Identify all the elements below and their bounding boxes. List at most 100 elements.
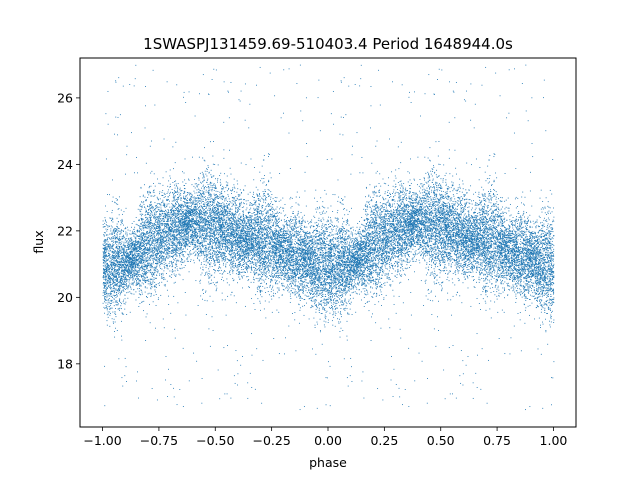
data-point: [343, 292, 345, 294]
data-point: [478, 240, 480, 242]
data-point: [274, 267, 276, 269]
data-point: [196, 189, 198, 191]
data-point: [314, 229, 316, 231]
data-point: [397, 222, 399, 224]
data-point: [301, 266, 303, 268]
data-point: [452, 194, 454, 196]
data-point: [377, 214, 379, 216]
data-point: [441, 213, 443, 215]
data-point: [400, 195, 402, 197]
data-point: [399, 282, 401, 284]
data-point: [291, 255, 293, 256]
data-point: [321, 266, 323, 268]
data-point: [161, 209, 163, 211]
data-point: [193, 199, 195, 201]
data-point: [112, 321, 114, 323]
data-point: [538, 273, 540, 275]
data-point: [235, 209, 237, 211]
data-point: [397, 243, 399, 245]
data-point: [242, 219, 244, 221]
data-point: [378, 279, 379, 281]
data-point: [297, 235, 299, 236]
data-point: [235, 350, 237, 352]
data-point: [439, 241, 441, 243]
data-point: [354, 248, 356, 250]
data-point: [458, 230, 460, 231]
data-point: [317, 270, 319, 272]
data-point: [272, 216, 274, 218]
data-point: [508, 210, 510, 212]
data-point: [131, 277, 133, 279]
data-point: [462, 259, 463, 261]
data-point: [540, 291, 542, 292]
data-point: [483, 255, 485, 256]
data-point: [153, 191, 155, 193]
data-point: [149, 283, 151, 284]
data-point: [172, 223, 174, 225]
data-point: [485, 228, 486, 230]
data-point: [483, 261, 485, 263]
data-point: [116, 256, 118, 258]
data-point: [392, 249, 394, 251]
data-point: [473, 251, 475, 253]
data-point: [430, 218, 432, 220]
data-point: [105, 205, 106, 207]
data-point: [521, 217, 523, 219]
data-point: [142, 242, 144, 244]
data-point: [536, 254, 538, 256]
data-point: [144, 287, 146, 289]
data-point: [205, 291, 206, 293]
data-point: [442, 178, 444, 180]
data-point: [505, 258, 507, 260]
data-point: [340, 307, 342, 309]
data-point: [547, 213, 549, 215]
data-point: [424, 236, 426, 238]
data-point: [219, 181, 221, 183]
data-point: [250, 226, 252, 228]
data-point: [402, 216, 404, 218]
data-point: [268, 235, 269, 237]
data-point: [261, 197, 263, 199]
data-point: [290, 264, 292, 266]
data-point: [203, 211, 204, 213]
data-point: [185, 220, 187, 222]
data-point: [420, 280, 422, 282]
data-point: [257, 261, 259, 263]
data-point: [426, 200, 427, 202]
data-point: [225, 239, 227, 241]
data-point: [297, 240, 299, 242]
data-point: [540, 269, 542, 271]
data-point: [308, 264, 310, 266]
data-point: [229, 274, 231, 276]
data-point: [186, 232, 188, 234]
data-point: [327, 271, 329, 273]
data-point: [424, 189, 426, 191]
data-point: [522, 266, 524, 267]
data-point: [350, 251, 351, 253]
data-point: [431, 168, 433, 170]
data-point: [324, 189, 326, 191]
data-point: [189, 227, 191, 229]
data-point: [500, 246, 502, 248]
data-point: [361, 247, 362, 249]
data-point: [391, 236, 393, 237]
data-point: [355, 253, 357, 255]
data-point: [155, 254, 157, 256]
data-point: [126, 314, 128, 315]
data-point: [454, 244, 456, 246]
data-point: [335, 300, 337, 302]
data-point: [192, 220, 194, 222]
data-point: [376, 216, 378, 218]
data-point: [339, 229, 341, 231]
data-point: [378, 246, 380, 248]
data-point: [523, 240, 524, 242]
data-point: [397, 262, 398, 264]
data-point: [284, 252, 286, 254]
data-point: [190, 199, 192, 201]
data-point: [340, 285, 342, 287]
data-point: [462, 251, 464, 253]
data-point: [250, 248, 252, 250]
data-point: [142, 256, 143, 258]
data-point: [121, 279, 122, 281]
data-point: [477, 223, 479, 225]
